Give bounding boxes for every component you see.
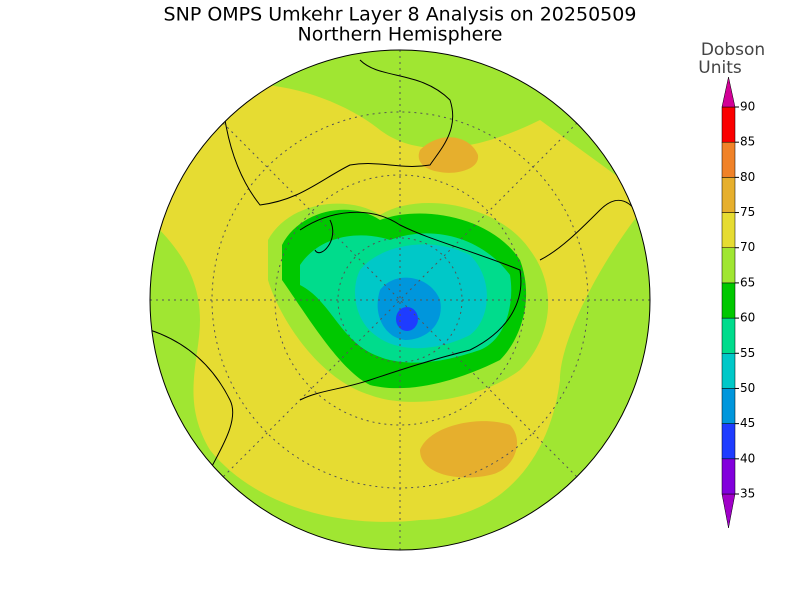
colorbar-segment [721, 177, 736, 213]
colorbar-tick-label: 90 [740, 100, 755, 114]
colorbar-segment [721, 106, 736, 143]
colorbar-over [721, 76, 736, 108]
colorbar-tick-label: 85 [740, 135, 755, 149]
colorbar-segment [721, 212, 736, 248]
field-darkblue [396, 307, 418, 331]
colorbar-tick-label: 40 [740, 451, 755, 465]
colorbar-under [721, 493, 736, 529]
colorbar-segment [721, 141, 736, 178]
colorbar-label: Dobson [701, 40, 765, 60]
colorbar-tick-label: 70 [740, 240, 755, 254]
colorbar-tick-label: 75 [740, 205, 755, 219]
colorbar-segment [721, 423, 736, 460]
colorbar-segment [721, 247, 736, 284]
colorbar-label: Units [698, 58, 742, 78]
colorbar-tick-label: 50 [740, 381, 755, 395]
colorbar-tick-label: 60 [740, 311, 755, 325]
colorbar-tick-label: 65 [740, 275, 755, 289]
colorbar: 35 40 45 50 55 60 65 70 75 80 85 90 [721, 76, 755, 529]
ozone-map [150, 50, 650, 550]
colorbar-tick-label: 55 [740, 346, 755, 360]
title: SNP OMPS Umkehr Layer 8 Analysis on 2025… [164, 4, 637, 26]
subtitle: Northern Hemisphere [298, 24, 503, 46]
colorbar-segment [721, 282, 736, 319]
field-orange-1 [418, 137, 479, 173]
colorbar-segment [721, 317, 736, 354]
colorbar-segment [721, 388, 736, 424]
colorbar-tick-label: 35 [740, 487, 755, 501]
colorbar-segment [721, 353, 736, 389]
colorbar-segment [721, 458, 736, 495]
colorbar-tick-label: 80 [740, 170, 755, 184]
graticule [150, 50, 650, 550]
colorbar-tick-label: 45 [740, 416, 755, 430]
globe-outline [149, 49, 651, 551]
